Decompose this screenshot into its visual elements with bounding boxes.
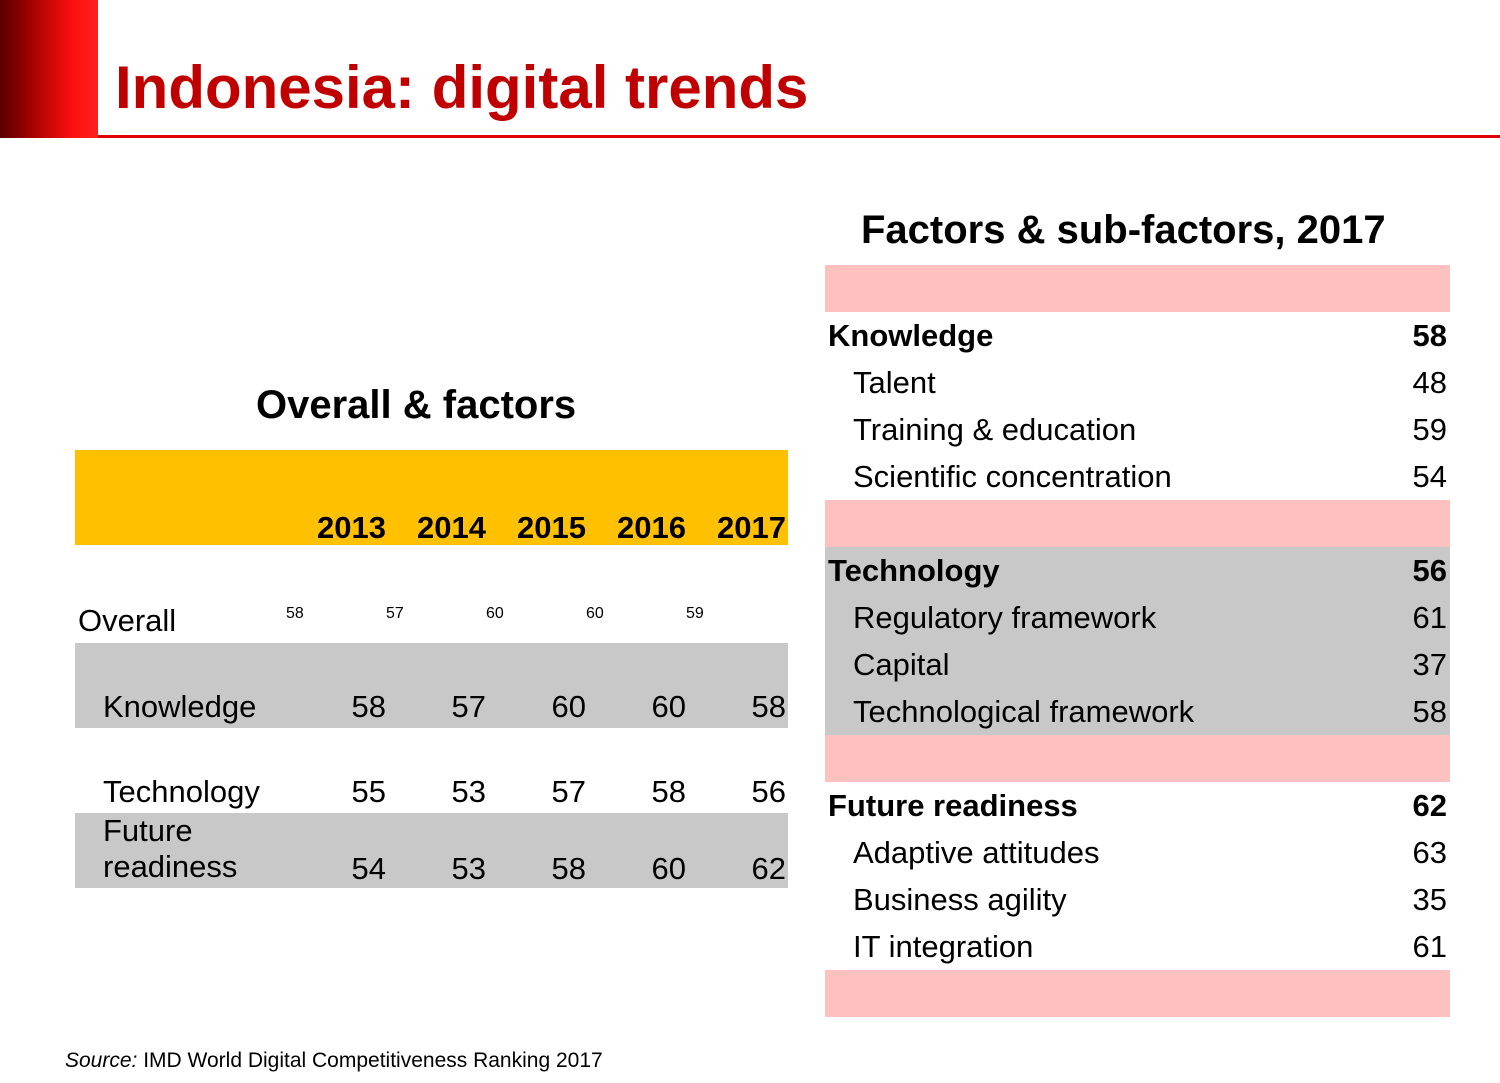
- table-row: Future readiness 54 53 58 60 62: [75, 813, 788, 888]
- subfactor-label: Talent: [853, 365, 936, 400]
- factor-value: 58: [1412, 318, 1447, 353]
- year-header: 2013: [317, 510, 386, 545]
- cell-value: 58: [551, 851, 586, 886]
- subfactor-value: 54: [1412, 459, 1447, 494]
- subfactor-row: Business agility 35: [825, 876, 1450, 923]
- factor-row-knowledge: Knowledge 58: [825, 312, 1450, 359]
- subfactor-row: Adaptive attitudes 63: [825, 829, 1450, 876]
- row-label-technology: Technology: [103, 774, 260, 809]
- table-row: Technology 55 53 57 58 56: [75, 728, 788, 813]
- cell-value: 54: [351, 851, 386, 886]
- subfactor-label: Training & education: [853, 412, 1137, 447]
- cell-value: 56: [751, 774, 786, 809]
- row-label-future-line2: readiness: [103, 849, 238, 884]
- source-note: Source: IMD World Digital Competitivenes…: [65, 1050, 603, 1071]
- factor-label: Knowledge: [828, 318, 994, 353]
- subfactor-label: IT integration: [853, 929, 1034, 964]
- subfactor-label: Business agility: [853, 882, 1067, 917]
- subfactor-value: 61: [1412, 600, 1447, 635]
- cell-value: 60: [551, 689, 586, 724]
- cell-value: 55: [351, 774, 386, 809]
- subfactor-row: Technological framework 58: [825, 688, 1450, 735]
- cell-value: 59: [686, 605, 704, 622]
- subfactor-label: Technological framework: [853, 694, 1195, 729]
- factor-label: Technology: [828, 553, 1000, 588]
- subfactor-label: Capital: [853, 647, 950, 682]
- subfactor-value: 35: [1412, 882, 1447, 917]
- subfactor-row: Scientific concentration 54: [825, 453, 1450, 500]
- subfactor-row: Talent 48: [825, 359, 1450, 406]
- subfactor-row: Training & education 59: [825, 406, 1450, 453]
- cell-value: 57: [451, 689, 486, 724]
- cell-value: 58: [751, 689, 786, 724]
- cell-value: 53: [451, 851, 486, 886]
- cell-value: 60: [651, 689, 686, 724]
- subfactors-table: Knowledge 58 Talent 48 Training & educat…: [825, 265, 1450, 1017]
- table-row: Overall 58 57 60 60 59: [75, 545, 788, 643]
- factor-label: Future readiness: [828, 788, 1078, 823]
- subfactor-label: Adaptive attitudes: [853, 835, 1100, 870]
- cell-value: 60: [651, 851, 686, 886]
- title-divider: [98, 135, 1500, 138]
- factor-value: 56: [1412, 553, 1447, 588]
- subfactor-row: Capital 37: [825, 641, 1450, 688]
- page-title: Indonesia: digital trends: [115, 54, 809, 121]
- cell-value: 62: [751, 851, 786, 886]
- subfactor-value: 58: [1412, 694, 1447, 729]
- subfactor-value: 61: [1412, 929, 1447, 964]
- subfactor-value: 37: [1412, 647, 1447, 682]
- subfactor-value: 59: [1412, 412, 1447, 447]
- subfactor-value: 48: [1412, 365, 1447, 400]
- subfactor-row: IT integration 61: [825, 923, 1450, 970]
- subfactor-label: Scientific concentration: [853, 459, 1172, 494]
- spacer-row: [825, 265, 1450, 312]
- cell-value: 58: [651, 774, 686, 809]
- row-label-knowledge: Knowledge: [103, 689, 257, 724]
- year-header: 2017: [717, 510, 786, 545]
- cell-value: 58: [286, 605, 304, 622]
- factor-value: 62: [1412, 788, 1447, 823]
- overall-factors-heading: Overall & factors: [256, 383, 577, 427]
- table-row: Knowledge 58 57 60 60 58: [75, 643, 788, 728]
- spacer-row: [825, 970, 1450, 1017]
- subfactor-row: Regulatory framework 61: [825, 594, 1450, 641]
- spacer-row: [825, 500, 1450, 547]
- year-header: 2014: [417, 510, 486, 545]
- cell-value: 60: [586, 605, 604, 622]
- table-header-row: 2013 2014 2015 2016 2017: [75, 450, 788, 545]
- row-label-overall: Overall: [78, 603, 177, 638]
- factor-row-future-readiness: Future readiness 62: [825, 782, 1450, 829]
- cell-value: 58: [351, 689, 386, 724]
- subfactor-value: 63: [1412, 835, 1447, 870]
- overall-factors-table: 2013 2014 2015 2016 2017 Overall 58 57 6…: [75, 450, 788, 888]
- spacer-row: [825, 735, 1450, 782]
- title-accent-bar: [0, 0, 98, 138]
- factor-row-technology: Technology 56: [825, 547, 1450, 594]
- year-header: 2015: [517, 510, 586, 545]
- cell-value: 53: [451, 774, 486, 809]
- source-prefix: Source:: [65, 1049, 138, 1072]
- subfactor-label: Regulatory framework: [853, 600, 1157, 635]
- cell-value: 57: [386, 605, 404, 622]
- subfactors-heading: Factors & sub-factors, 2017: [861, 208, 1386, 252]
- cell-value: 60: [486, 605, 504, 622]
- cell-value: 57: [551, 774, 586, 809]
- year-header: 2016: [617, 510, 686, 545]
- row-label-future-line1: Future: [103, 813, 193, 848]
- source-text: IMD World Digital Competitiveness Rankin…: [137, 1049, 603, 1072]
